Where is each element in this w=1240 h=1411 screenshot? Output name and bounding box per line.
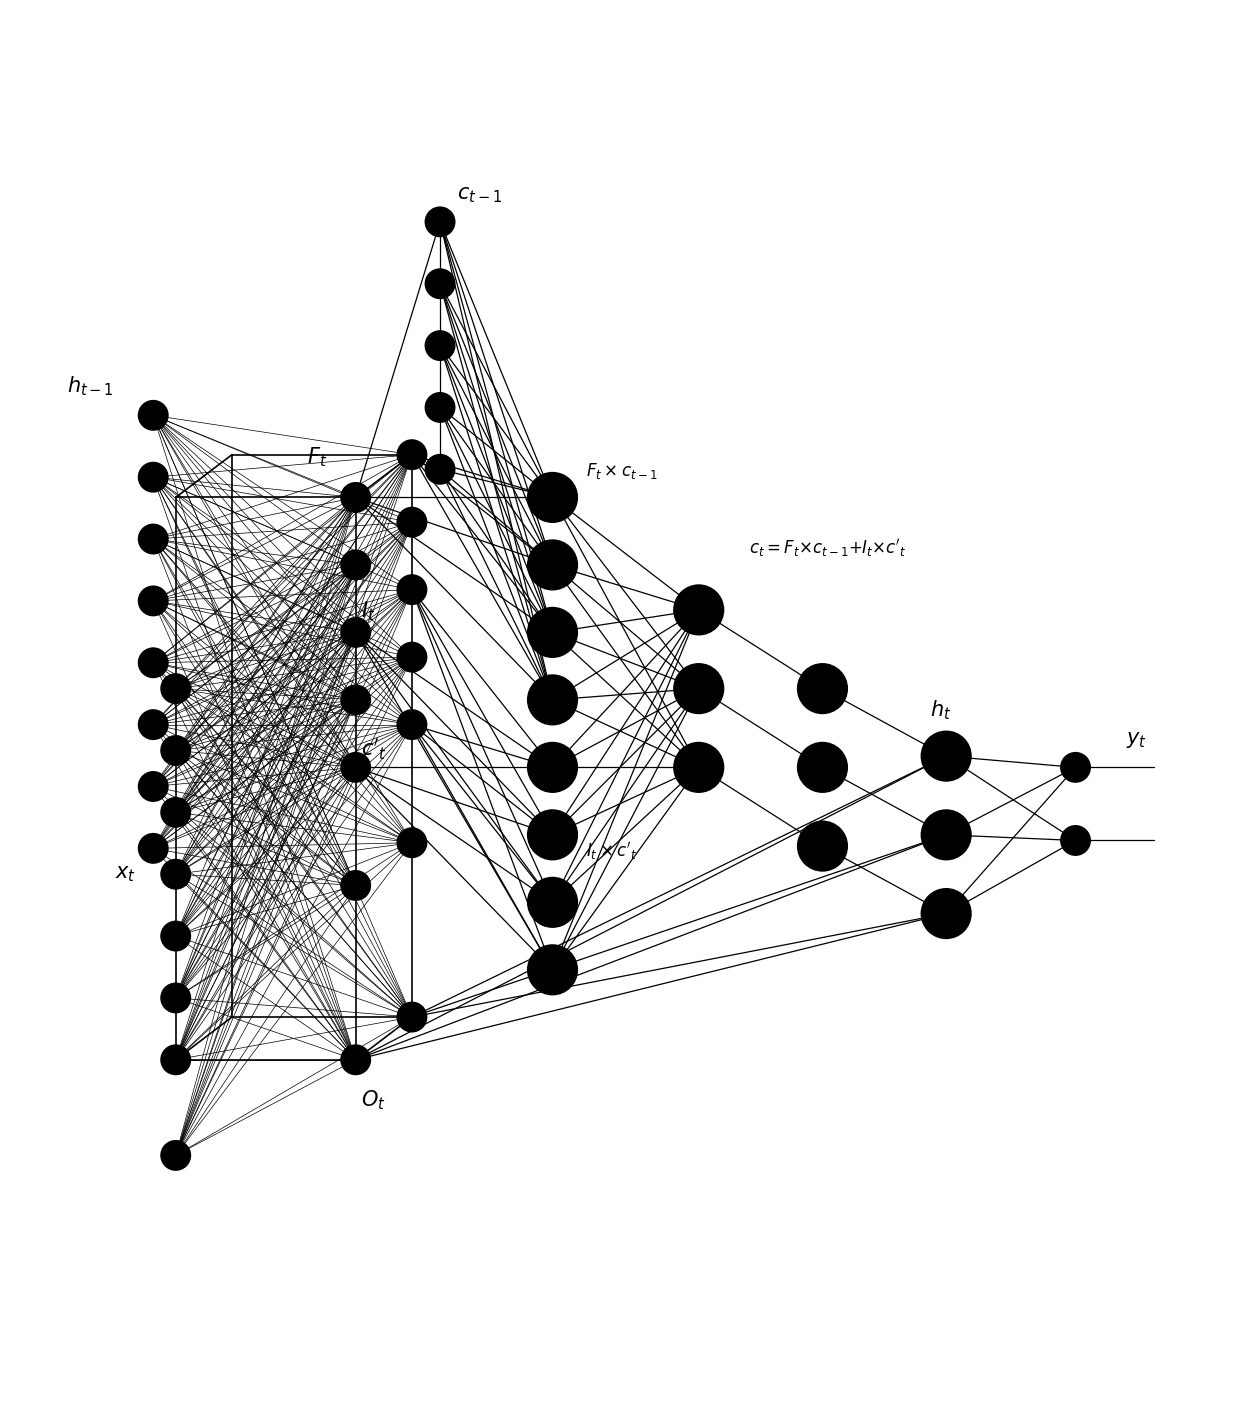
Circle shape [139, 525, 167, 553]
Circle shape [341, 550, 371, 580]
Circle shape [528, 945, 578, 995]
Circle shape [139, 401, 167, 430]
Circle shape [139, 772, 167, 801]
Text: $h_t$: $h_t$ [930, 698, 951, 722]
Circle shape [797, 821, 847, 871]
Text: $I_t$: $I_t$ [361, 600, 376, 624]
Circle shape [675, 586, 723, 635]
Circle shape [425, 270, 455, 298]
Circle shape [528, 878, 578, 927]
Circle shape [161, 1140, 191, 1170]
Circle shape [341, 483, 371, 512]
Circle shape [139, 710, 167, 739]
Circle shape [528, 473, 578, 522]
Circle shape [921, 731, 971, 780]
Circle shape [921, 810, 971, 859]
Text: $h_{t-1}$: $h_{t-1}$ [67, 375, 114, 398]
Circle shape [341, 871, 371, 900]
Circle shape [341, 618, 371, 648]
Circle shape [397, 710, 427, 739]
Circle shape [161, 797, 191, 827]
Circle shape [161, 737, 191, 765]
Text: $I_t\times c'_t$: $I_t\times c'_t$ [587, 841, 637, 862]
Circle shape [161, 983, 191, 1013]
Text: $c'_t$: $c'_t$ [361, 737, 387, 762]
Circle shape [797, 665, 847, 714]
Circle shape [425, 454, 455, 484]
Circle shape [675, 665, 723, 714]
Circle shape [528, 810, 578, 859]
Text: $F_t$: $F_t$ [308, 446, 327, 470]
Text: $\it{f}$: $\it{f}$ [818, 761, 826, 775]
Text: $\it{f}$: $\it{f}$ [818, 682, 826, 696]
Circle shape [425, 207, 455, 237]
Text: $O_t$: $O_t$ [361, 1088, 386, 1112]
Circle shape [425, 392, 455, 422]
Circle shape [139, 587, 167, 615]
Circle shape [425, 332, 455, 360]
Text: $x_t$: $x_t$ [115, 864, 136, 885]
Circle shape [397, 440, 427, 470]
Text: $y_t$: $y_t$ [1126, 731, 1147, 751]
Circle shape [675, 742, 723, 792]
Circle shape [397, 576, 427, 604]
Circle shape [341, 752, 371, 782]
Circle shape [397, 828, 427, 858]
Circle shape [397, 1002, 427, 1031]
Circle shape [397, 508, 427, 536]
Text: $\it{f}$: $\it{f}$ [818, 840, 826, 854]
Circle shape [797, 742, 847, 792]
Circle shape [161, 674, 191, 703]
Circle shape [397, 642, 427, 672]
Text: $c_{t-1}$: $c_{t-1}$ [456, 185, 502, 205]
Circle shape [139, 648, 167, 677]
Circle shape [528, 540, 578, 590]
Circle shape [161, 921, 191, 951]
Circle shape [139, 463, 167, 492]
Circle shape [1061, 752, 1090, 782]
Circle shape [139, 834, 167, 864]
Text: $c_t{=}F_t{\times}c_{t-1}{+}I_t{\times}c'_t$: $c_t{=}F_t{\times}c_{t-1}{+}I_t{\times}c… [749, 538, 906, 559]
Text: $F_t\times c_{t-1}$: $F_t\times c_{t-1}$ [587, 460, 657, 481]
Circle shape [341, 1046, 371, 1074]
Circle shape [528, 742, 578, 792]
Circle shape [341, 686, 371, 714]
Circle shape [1061, 825, 1090, 855]
Circle shape [528, 674, 578, 725]
Circle shape [161, 859, 191, 889]
Circle shape [528, 608, 578, 658]
Circle shape [921, 889, 971, 938]
Circle shape [161, 1046, 191, 1074]
